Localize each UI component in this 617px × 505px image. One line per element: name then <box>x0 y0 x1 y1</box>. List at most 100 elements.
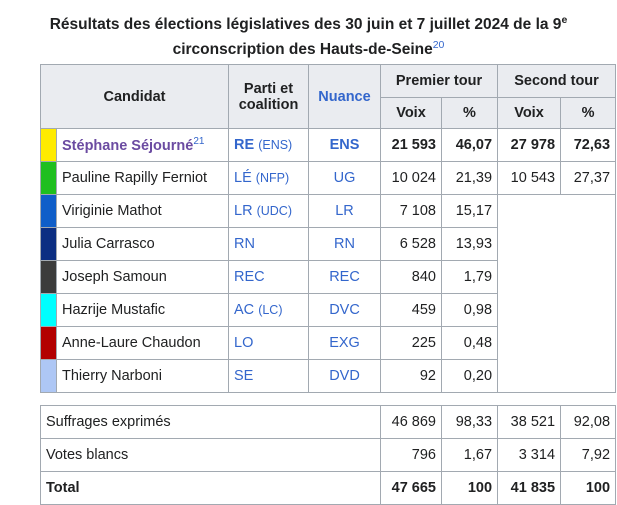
total-label: Total <box>40 471 381 505</box>
header-parti-line2: coalition <box>238 96 299 113</box>
candidate-name-text[interactable]: Viriginie Mathot <box>62 203 162 219</box>
header-parti-line1: Parti et <box>243 80 294 97</box>
votes-round-1: 225 <box>380 326 442 360</box>
party-cell: RE (ENS) <box>228 128 309 162</box>
votes-round-1: 92 <box>380 359 442 393</box>
party-link[interactable]: RN <box>234 236 255 252</box>
summary-percent-round-2: 92,08 <box>560 405 617 439</box>
coalition-label: (LC) <box>258 303 282 317</box>
nuance-link[interactable]: ENS <box>329 137 360 153</box>
percent-round-1: 46,07 <box>440 128 499 162</box>
candidate-name[interactable]: Hazrije Mustafic <box>56 293 229 327</box>
total-votes-round-1: 47 665 <box>380 471 442 505</box>
nuance-link[interactable]: RN <box>334 236 355 252</box>
party-color-swatch <box>40 359 57 393</box>
votes-round-1: 10 024 <box>380 161 442 195</box>
table-row: Viriginie Mathot LR (UDC) LR 7 108 15,17 <box>40 194 617 393</box>
candidate-name-text[interactable]: Stéphane Séjourné <box>62 137 194 154</box>
candidate-name-text[interactable]: Thierry Narboni <box>62 368 162 384</box>
table-row: Julia Carrasco RN RN 6 528 13,93 <box>40 227 616 261</box>
party-link[interactable]: RE <box>234 137 255 153</box>
caption-line-2: circonscription des Hauts-de-Seine20 <box>0 37 617 62</box>
nuance-link[interactable]: DVC <box>329 302 360 318</box>
candidate-name[interactable]: Anne-Laure Chaudon <box>56 326 229 360</box>
party-color-swatch <box>40 293 57 327</box>
party-cell: SE <box>228 359 309 393</box>
party-link[interactable]: LÉ <box>234 170 252 186</box>
table-caption: Résultats des élections législatives des… <box>0 12 617 62</box>
candidate-name-text[interactable]: Joseph Samoun <box>62 269 167 285</box>
header-nuance-link[interactable]: Nuance <box>308 64 381 129</box>
candidate-name[interactable]: Thierry Narboni <box>56 359 229 393</box>
header-pct-2: % <box>560 97 617 129</box>
header-pct-1: % <box>440 97 499 129</box>
party-cell: RN <box>228 227 309 261</box>
nuance-link[interactable]: UG <box>333 170 356 186</box>
nuance-link[interactable]: EXG <box>329 335 360 351</box>
caption-reference-link[interactable]: 20 <box>432 38 445 51</box>
candidate-name-text[interactable]: Julia Carrasco <box>62 236 155 252</box>
table-row: Thierry Narboni SE DVD 92 0,20 <box>40 359 616 393</box>
party-cell: LO <box>228 326 309 360</box>
summary-label: Votes blancs <box>40 438 381 472</box>
party-cell: LR (UDC) <box>228 194 309 228</box>
total-row: Total 47 665 100 41 835 100 <box>40 471 617 505</box>
summary-percent-round-1: 98,33 <box>440 405 499 439</box>
summary-label: Suffrages exprimés <box>40 405 381 439</box>
party-link[interactable]: LO <box>234 335 254 351</box>
header-voix-2: Voix <box>497 97 562 129</box>
total-votes-round-2: 41 835 <box>497 471 562 505</box>
party-link[interactable]: SE <box>234 368 254 384</box>
second-round-empty-cell <box>497 194 617 393</box>
coalition-link[interactable]: (NFP) <box>255 171 290 185</box>
nuance-link[interactable]: LR <box>335 203 354 219</box>
caption-text: Résultats des élections législatives des… <box>49 16 562 33</box>
nuance-link[interactable]: DVD <box>329 368 360 384</box>
votes-round-2: 10 543 <box>497 161 562 195</box>
summary-percent-round-2: 7,92 <box>560 438 617 472</box>
party-cell: LÉ (NFP) <box>228 161 309 195</box>
percent-round-1: 13,93 <box>440 227 499 261</box>
header-voix-1: Voix <box>380 97 442 129</box>
coalition-link[interactable]: (ENS) <box>258 138 293 152</box>
party-color-swatch <box>40 260 57 294</box>
coalition-label: (UDC) <box>257 204 292 218</box>
candidate-name[interactable]: Julia Carrasco <box>56 227 229 261</box>
candidate-name[interactable]: Pauline Rapilly Ferniot <box>56 161 229 195</box>
votes-round-1: 840 <box>380 260 442 294</box>
summary-votes-round-2: 3 314 <box>497 438 562 472</box>
summary-row: Suffrages exprimés 46 869 98,33 38 521 92,08 <box>40 405 617 439</box>
table-row: Joseph Samoun REC REC 840 1,79 <box>40 260 616 294</box>
caption-text-2: circonscription des Hauts-de-Seine <box>172 41 433 58</box>
percent-round-1: 15,17 <box>440 194 499 228</box>
party-color-swatch <box>40 194 57 228</box>
header-row: Candidat Parti et coalition Nuance Premie… <box>40 64 617 129</box>
percent-round-1: 0,98 <box>440 293 499 327</box>
votes-round-1: 459 <box>380 293 442 327</box>
candidate-name[interactable]: Viriginie Mathot <box>56 194 229 228</box>
subheader-row: Voix % Voix % <box>41 97 617 129</box>
coalition-link[interactable]: (UDC) <box>256 204 292 218</box>
party-link[interactable]: REC <box>234 269 265 285</box>
party-link[interactable]: LR <box>234 203 253 219</box>
candidate-name-text[interactable]: Hazrije Mustafic <box>62 302 166 318</box>
summary-votes-round-2: 38 521 <box>497 405 562 439</box>
coalition-label: (ENS) <box>258 138 292 152</box>
candidate-name-text[interactable]: Pauline Rapilly Ferniot <box>62 170 208 186</box>
total-percent-round-1: 100 <box>440 471 499 505</box>
results-table: Candidat Parti et coalition Nuance Premie… <box>40 64 617 505</box>
percent-round-1: 0,48 <box>440 326 499 360</box>
candidate-name[interactable]: Joseph Samoun <box>56 260 229 294</box>
candidate-name[interactable]: Stéphane Séjourné21 <box>56 128 229 162</box>
party-color-swatch <box>40 128 57 162</box>
nuance-link[interactable]: REC <box>329 269 360 285</box>
caption-superscript: e <box>561 13 568 26</box>
party-color-swatch <box>40 326 57 360</box>
coalition-link[interactable]: (LC) <box>258 303 283 317</box>
candidate-name-text[interactable]: Anne-Laure Chaudon <box>62 335 201 351</box>
party-cell: AC (LC) <box>228 293 309 327</box>
votes-round-1: 6 528 <box>380 227 442 261</box>
party-link[interactable]: AC <box>234 302 255 318</box>
votes-round-1: 7 108 <box>380 194 442 228</box>
candidate-reference-link[interactable]: 21 <box>193 136 205 148</box>
